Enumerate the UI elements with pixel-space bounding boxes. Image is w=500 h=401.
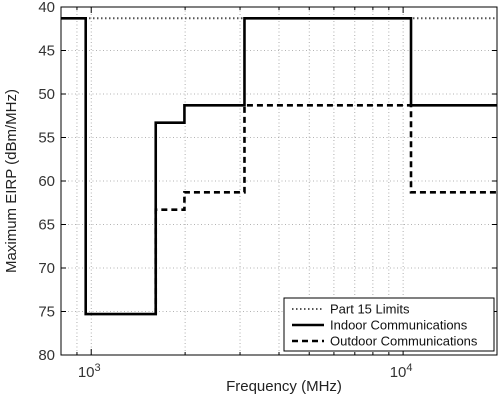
legend-label-outdoor: Outdoor Communications bbox=[330, 334, 478, 349]
x-axis-label: Frequency (MHz) bbox=[226, 378, 342, 395]
legend: Part 15 Limits Indoor Communications Out… bbox=[283, 297, 495, 352]
y-axis-label: Maximum EIRP (dBm/MHz) bbox=[3, 89, 20, 273]
y-tick-label: 60 bbox=[38, 173, 55, 190]
y-tick-label: 75 bbox=[38, 304, 55, 321]
y-tick-label: 50 bbox=[38, 86, 55, 103]
y-tick-label: 80 bbox=[38, 347, 55, 364]
x-tick-label: 103 bbox=[78, 362, 101, 381]
y-tick-label: 55 bbox=[38, 130, 55, 147]
legend-label-indoor: Indoor Communications bbox=[330, 318, 468, 333]
tick-labels: 40 45 50 55 60 65 70 75 80 103 104 bbox=[38, 0, 412, 381]
series-layer bbox=[61, 17, 497, 316]
grid bbox=[60, 7, 498, 355]
indoor-communications-line bbox=[61, 17, 497, 316]
y-tick-label: 65 bbox=[38, 217, 55, 234]
y-tick-label: 70 bbox=[38, 260, 55, 277]
legend-label-part15: Part 15 Limits bbox=[330, 302, 410, 317]
y-tick-label: 40 bbox=[38, 0, 55, 16]
x-tick-label: 104 bbox=[390, 362, 413, 381]
y-tick-label: 45 bbox=[38, 43, 55, 60]
outdoor-communications-line bbox=[154, 104, 497, 315]
